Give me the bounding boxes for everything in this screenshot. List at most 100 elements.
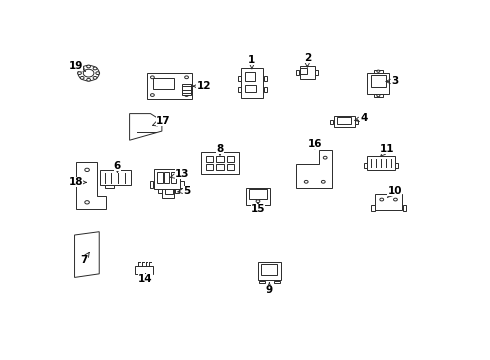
- Text: 15: 15: [251, 203, 265, 214]
- Circle shape: [85, 168, 89, 172]
- Bar: [158, 188, 162, 193]
- Circle shape: [87, 78, 91, 81]
- Circle shape: [304, 180, 308, 183]
- Bar: [274, 281, 280, 283]
- Bar: [334, 116, 355, 127]
- Bar: [206, 164, 213, 170]
- Circle shape: [93, 67, 97, 70]
- Bar: [162, 187, 174, 198]
- Bar: [105, 185, 114, 188]
- Bar: [164, 172, 170, 183]
- Bar: [153, 77, 174, 89]
- Bar: [165, 188, 173, 194]
- Circle shape: [256, 200, 260, 203]
- Circle shape: [321, 180, 325, 183]
- Bar: [259, 281, 265, 283]
- Circle shape: [78, 66, 99, 81]
- Circle shape: [393, 198, 397, 201]
- Bar: [373, 94, 383, 97]
- Text: 18: 18: [69, 177, 86, 187]
- Text: 1: 1: [248, 55, 255, 69]
- Circle shape: [380, 198, 384, 201]
- Polygon shape: [295, 150, 332, 188]
- Bar: [258, 262, 281, 280]
- Polygon shape: [129, 114, 162, 140]
- Text: 17: 17: [152, 116, 171, 126]
- Circle shape: [87, 65, 91, 68]
- Bar: [154, 168, 180, 189]
- Bar: [300, 68, 307, 74]
- Circle shape: [150, 76, 154, 79]
- Bar: [238, 76, 241, 81]
- Bar: [227, 164, 234, 170]
- Bar: [375, 194, 402, 210]
- Bar: [330, 120, 333, 124]
- Bar: [180, 181, 184, 188]
- Circle shape: [323, 156, 327, 159]
- Bar: [245, 72, 255, 81]
- Bar: [373, 70, 383, 73]
- Polygon shape: [74, 232, 99, 278]
- Bar: [315, 70, 318, 75]
- Bar: [227, 156, 234, 162]
- Text: 16: 16: [308, 139, 322, 149]
- Text: 6: 6: [114, 161, 121, 172]
- Text: 10: 10: [388, 186, 402, 198]
- Bar: [171, 172, 176, 183]
- Bar: [261, 264, 277, 275]
- Bar: [364, 163, 367, 168]
- Circle shape: [83, 69, 94, 77]
- Bar: [175, 188, 178, 193]
- Bar: [371, 205, 374, 211]
- Bar: [99, 170, 131, 185]
- Bar: [147, 73, 192, 99]
- Bar: [241, 68, 263, 98]
- Bar: [264, 76, 267, 81]
- Circle shape: [150, 94, 154, 96]
- Circle shape: [185, 94, 189, 96]
- Text: 7: 7: [80, 252, 89, 265]
- Text: 14: 14: [138, 274, 153, 284]
- Bar: [296, 70, 299, 75]
- Bar: [150, 181, 153, 188]
- Bar: [238, 87, 241, 92]
- Circle shape: [80, 76, 84, 79]
- Bar: [337, 117, 351, 124]
- Text: 19: 19: [69, 61, 85, 71]
- Bar: [157, 172, 163, 183]
- Text: 11: 11: [380, 144, 394, 156]
- Bar: [206, 156, 213, 162]
- Circle shape: [185, 76, 189, 79]
- Bar: [246, 188, 270, 205]
- Bar: [300, 66, 315, 79]
- Text: 13: 13: [171, 169, 189, 179]
- Bar: [403, 205, 406, 211]
- Bar: [371, 75, 386, 87]
- Text: 3: 3: [386, 76, 399, 86]
- Text: 8: 8: [217, 144, 223, 155]
- Bar: [355, 120, 358, 124]
- Bar: [201, 152, 239, 174]
- Circle shape: [377, 70, 380, 72]
- Text: 2: 2: [304, 53, 311, 67]
- Circle shape: [85, 201, 89, 204]
- Circle shape: [377, 94, 380, 97]
- Bar: [368, 73, 390, 94]
- Bar: [249, 189, 267, 199]
- Bar: [216, 156, 224, 162]
- Circle shape: [77, 72, 81, 75]
- Bar: [182, 84, 191, 95]
- Text: 5: 5: [178, 186, 190, 196]
- Text: 4: 4: [355, 113, 368, 123]
- Circle shape: [80, 67, 84, 70]
- Circle shape: [96, 72, 99, 75]
- Text: 12: 12: [193, 81, 211, 91]
- Bar: [395, 163, 398, 168]
- Polygon shape: [75, 162, 106, 209]
- Bar: [264, 87, 267, 92]
- Bar: [368, 156, 394, 170]
- Bar: [135, 266, 153, 274]
- Bar: [245, 85, 256, 92]
- Bar: [216, 164, 224, 170]
- Text: 9: 9: [266, 283, 273, 296]
